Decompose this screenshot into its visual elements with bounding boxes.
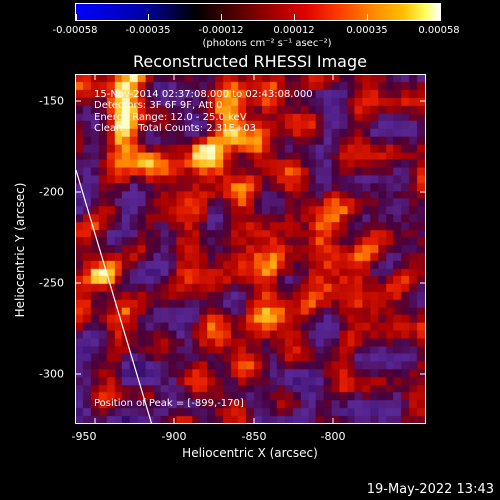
x-tick-label: -950 [71,430,97,443]
timestamp: 19-May-2022 13:43 [366,482,494,497]
colorbar-tick-label: 0.00058 [418,25,460,36]
colorbar-units: (photons cm⁻² s⁻¹ asec⁻²) [202,38,332,49]
y-axis-title: Heliocentric Y (arcsec) [13,182,27,318]
limb-overlay [76,169,153,423]
x-tick-label: -800 [320,430,346,443]
colorbar-tick-label: -0.00012 [198,25,244,36]
annotation-clean: Clean Total Counts: 2.31E+03 [94,123,256,134]
y-tick-label: -300 [39,367,64,381]
y-tick-label: -150 [39,94,64,108]
colorbar-tick-label: -0.00058 [52,25,98,36]
annotation-detectors: Detectors: 3F 6F 9F, Att 0 [94,100,223,111]
x-tick-label: -900 [161,430,187,443]
colorbar [75,3,441,21]
y-tick-label: -250 [39,276,64,290]
image-plot: 15-Nov-2014 02:37:08.000 to 02:43:08.000… [75,74,426,424]
annotation-time: 15-Nov-2014 02:37:08.000 to 02:43:08.000 [94,89,313,100]
colorbar-tick-label: 0.00035 [346,25,388,36]
annotation-energy: Energy Range: 12.0 - 25.0 keV [94,112,247,123]
annotation-peak: Position of Peak = [-899,-170] [94,398,244,409]
plot-title: Reconstructed RHESSI Image [133,52,367,71]
y-tick-label: -200 [39,185,64,199]
x-axis-title: Heliocentric X (arcsec) [182,446,318,460]
solar-limb-line [76,169,153,423]
colorbar-tick-label: 0.00012 [273,25,315,36]
x-tick-label: -850 [241,430,267,443]
colorbar-tick-label: -0.00035 [125,25,171,36]
